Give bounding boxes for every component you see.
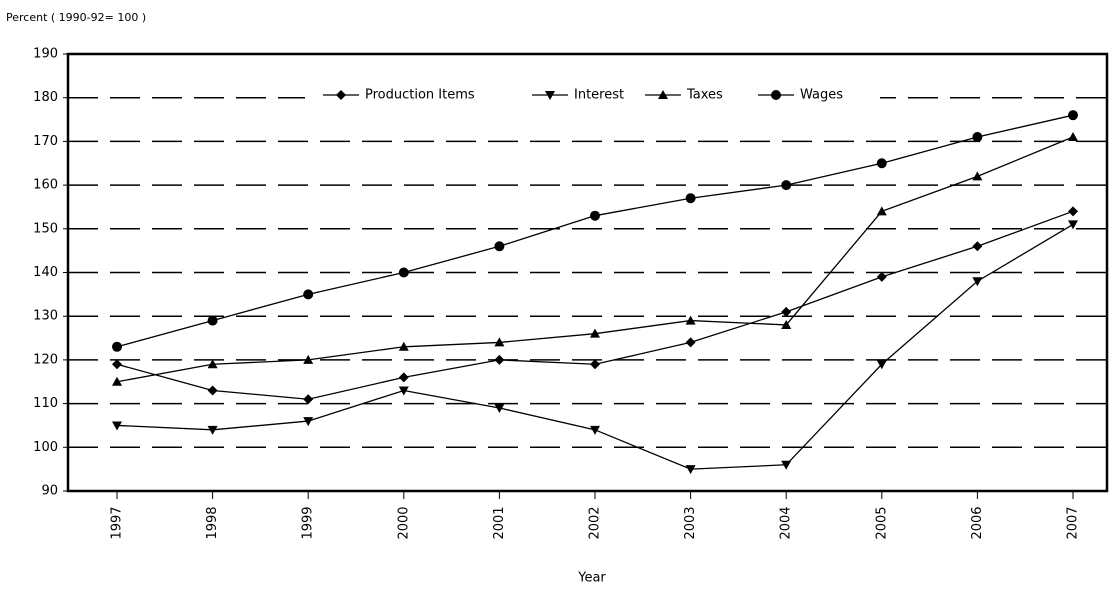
marker xyxy=(1068,132,1078,142)
marker xyxy=(876,360,887,370)
y-tick-label: 180 xyxy=(33,90,58,105)
plot-frame xyxy=(66,52,1109,493)
marker xyxy=(876,158,887,169)
y-tick-label: 130 xyxy=(33,309,58,324)
y-tick-label: 110 xyxy=(33,396,58,411)
marker xyxy=(685,315,696,325)
marker xyxy=(207,425,218,435)
marker xyxy=(494,403,505,413)
marker xyxy=(398,267,409,278)
marker xyxy=(781,460,792,470)
y-tick-label: 190 xyxy=(33,47,58,62)
marker xyxy=(771,90,781,100)
x-tick-label: 2000 xyxy=(396,506,411,539)
legend-label: Taxes xyxy=(686,88,723,103)
legend-label: Production Items xyxy=(365,88,475,103)
marker xyxy=(398,386,409,396)
series-line xyxy=(116,210,1074,400)
marker xyxy=(685,193,696,204)
marker xyxy=(1068,220,1078,230)
marker xyxy=(972,132,983,143)
x-tick-label: 2007 xyxy=(1066,506,1081,539)
marker xyxy=(590,425,600,435)
y-tick-label: 170 xyxy=(33,134,58,149)
marker xyxy=(398,372,409,383)
marker xyxy=(685,465,696,475)
x-axis-label: Year xyxy=(577,571,606,586)
marker xyxy=(781,180,792,191)
y-tick-label: 140 xyxy=(33,265,58,280)
x-tick-label: 1998 xyxy=(205,506,220,539)
marker xyxy=(972,277,983,287)
marker xyxy=(303,394,314,405)
marker xyxy=(590,359,600,370)
series-line xyxy=(116,114,1074,348)
y-tick-label: 90 xyxy=(41,484,58,499)
marker xyxy=(207,315,218,326)
marker xyxy=(658,90,668,99)
marker xyxy=(303,354,314,364)
marker xyxy=(494,354,505,365)
marker xyxy=(112,341,122,352)
marker xyxy=(1068,206,1078,217)
x-tick-label: 2002 xyxy=(588,506,603,539)
marker xyxy=(336,90,346,100)
marker xyxy=(207,359,218,369)
y-tick-label: 120 xyxy=(33,352,58,367)
legend-label: Wages xyxy=(800,88,843,103)
legend-label: Interest xyxy=(574,88,624,103)
legend: Production Items Interest Taxes Wages xyxy=(305,78,880,113)
marker xyxy=(781,319,792,329)
x-tick-label: 2001 xyxy=(492,506,507,539)
marker xyxy=(685,337,696,348)
marker xyxy=(781,306,792,317)
marker xyxy=(590,210,600,221)
marker xyxy=(112,359,122,370)
marker xyxy=(112,421,122,431)
y-axis-label: Percent ( 1990-92= 100 ) xyxy=(6,11,146,24)
marker xyxy=(494,241,505,252)
marker xyxy=(876,271,887,282)
marker xyxy=(398,341,409,351)
x-tick-label: 1997 xyxy=(110,506,125,539)
y-tick-label: 100 xyxy=(33,440,58,455)
marker xyxy=(494,337,505,347)
marker xyxy=(590,328,600,338)
x-tick-label: 2006 xyxy=(970,506,985,539)
series-line xyxy=(116,136,1074,383)
x-tick-label: 2003 xyxy=(683,506,698,539)
marker xyxy=(303,289,314,300)
marker xyxy=(207,385,218,396)
marker xyxy=(1068,110,1078,121)
marker xyxy=(303,417,314,427)
x-tick-label: 1999 xyxy=(301,506,316,539)
x-tick-label: 2004 xyxy=(779,506,794,539)
marker xyxy=(112,376,122,386)
marker xyxy=(972,171,983,181)
y-tick-label: 150 xyxy=(33,221,58,236)
marker xyxy=(876,206,887,216)
marker xyxy=(545,91,555,100)
marker xyxy=(972,241,983,252)
y-tick-label: 160 xyxy=(33,178,58,193)
x-tick-label: 2005 xyxy=(874,506,889,539)
